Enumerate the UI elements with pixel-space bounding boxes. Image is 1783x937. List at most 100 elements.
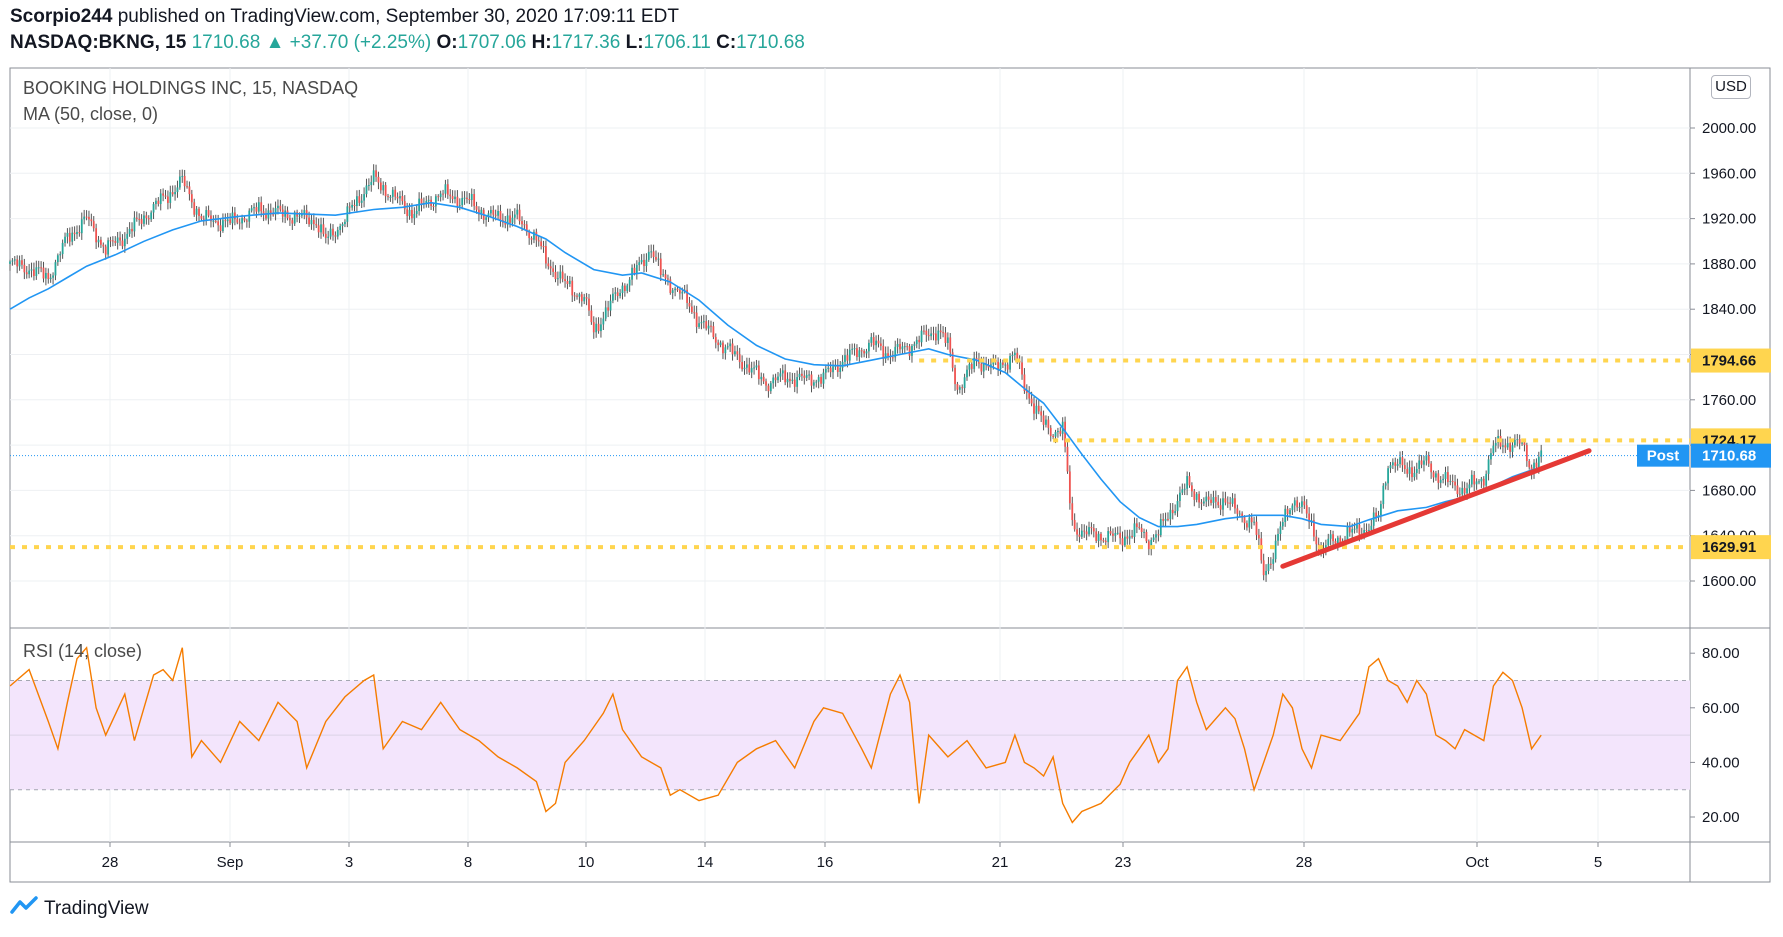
- candle-body: [164, 195, 167, 197]
- candle-body: [671, 290, 674, 293]
- candle-body: [872, 337, 875, 346]
- candle-body: [509, 215, 511, 223]
- candle-body: [870, 337, 873, 343]
- candle-body: [1004, 364, 1007, 366]
- ma-indicator-label[interactable]: MA (50, close, 0): [23, 104, 159, 124]
- candle-body: [444, 184, 447, 194]
- candle-body: [999, 362, 1002, 370]
- candle-body: [1382, 485, 1385, 505]
- candle-body: [882, 345, 885, 359]
- candle-body: [1030, 398, 1033, 404]
- candle-body: [1523, 442, 1526, 445]
- candle-body: [554, 271, 557, 280]
- rsi-tick-label: 20.00: [1702, 809, 1740, 826]
- candle-body: [1186, 476, 1189, 489]
- candle-body: [71, 232, 74, 242]
- low-value: 1706.11: [643, 32, 711, 53]
- candle-body: [13, 259, 16, 261]
- tradingview-brand[interactable]: TradingView: [10, 896, 149, 922]
- candle-body: [1114, 533, 1117, 536]
- candle-body: [458, 205, 461, 207]
- candle-body: [1183, 488, 1186, 490]
- candle-body: [731, 343, 734, 355]
- candle-body: [107, 240, 109, 255]
- candle-body: [456, 196, 459, 206]
- candle-body: [1277, 534, 1279, 541]
- candle-body: [1511, 445, 1514, 452]
- candle-body: [329, 228, 332, 237]
- candle-body: [1080, 530, 1083, 537]
- candle-body: [1291, 505, 1294, 511]
- candle-body: [44, 272, 47, 279]
- candle-body: [485, 217, 488, 220]
- candle-body: [56, 255, 59, 263]
- candle-body: [923, 330, 925, 332]
- candle-body: [832, 366, 834, 373]
- candle-body: [1147, 541, 1150, 550]
- rsi-indicator-label[interactable]: RSI (14, close): [23, 641, 143, 661]
- candle-body: [736, 351, 739, 355]
- candle-body: [253, 207, 255, 209]
- candle-body: [52, 275, 54, 278]
- candle-body: [1085, 531, 1088, 535]
- candle-body: [1339, 537, 1342, 543]
- candle-body: [698, 323, 700, 327]
- candle-body: [1308, 513, 1311, 523]
- candle-body: [217, 221, 220, 226]
- candle-body: [320, 224, 322, 233]
- candle-body: [1301, 501, 1303, 507]
- candle-body: [363, 194, 365, 201]
- candle-body: [523, 224, 526, 226]
- candle-body: [949, 337, 952, 353]
- candle-body: [451, 196, 454, 200]
- candle-body: [1468, 484, 1471, 489]
- candle-body: [616, 292, 619, 297]
- candle-body: [657, 258, 660, 260]
- candle-body: [1470, 474, 1473, 485]
- candle-body: [1131, 536, 1133, 538]
- close-label: C:: [716, 32, 737, 53]
- candle-body: [865, 351, 868, 354]
- candle-body: [542, 246, 545, 248]
- candle-body: [1375, 512, 1378, 518]
- rsi-line: [9, 646, 1542, 824]
- candle-body: [489, 209, 492, 214]
- candle-body: [899, 343, 901, 350]
- candle-body: [645, 259, 648, 267]
- candle-body: [908, 346, 911, 356]
- candle-body: [121, 240, 124, 247]
- candle-body: [1193, 491, 1196, 500]
- candle-body: [1138, 526, 1141, 528]
- candle-body: [767, 385, 770, 392]
- candle-body: [626, 285, 629, 291]
- candle-body: [669, 279, 672, 293]
- candle-body: [982, 363, 985, 372]
- candle-body: [1135, 523, 1138, 527]
- currency-button[interactable]: USD: [1711, 75, 1751, 99]
- candle-body: [743, 367, 746, 370]
- candle-body: [176, 187, 179, 193]
- time-tick-label: 14: [697, 854, 714, 871]
- candle-body: [1253, 521, 1255, 523]
- candle-body: [1408, 467, 1411, 474]
- candle-body: [497, 210, 499, 216]
- candle-body: [174, 192, 176, 195]
- price-tick-label: 1960.00: [1702, 165, 1756, 182]
- candle-body: [80, 219, 83, 234]
- candle-body: [1059, 430, 1062, 434]
- candle-body: [408, 209, 411, 217]
- candle-body: [588, 298, 590, 311]
- candle-body: [1260, 538, 1263, 561]
- candle-body: [765, 381, 767, 386]
- candle-body: [1466, 488, 1468, 494]
- author-name[interactable]: Scorpio244: [10, 6, 113, 27]
- candle-body: [1255, 521, 1258, 535]
- candle-body: [540, 241, 543, 247]
- candle-body: [1442, 478, 1445, 481]
- candle-body: [1200, 502, 1203, 504]
- candle-body: [1353, 528, 1356, 530]
- candle-body: [511, 217, 514, 223]
- candle-body: [1413, 472, 1416, 478]
- candle-body: [772, 377, 775, 384]
